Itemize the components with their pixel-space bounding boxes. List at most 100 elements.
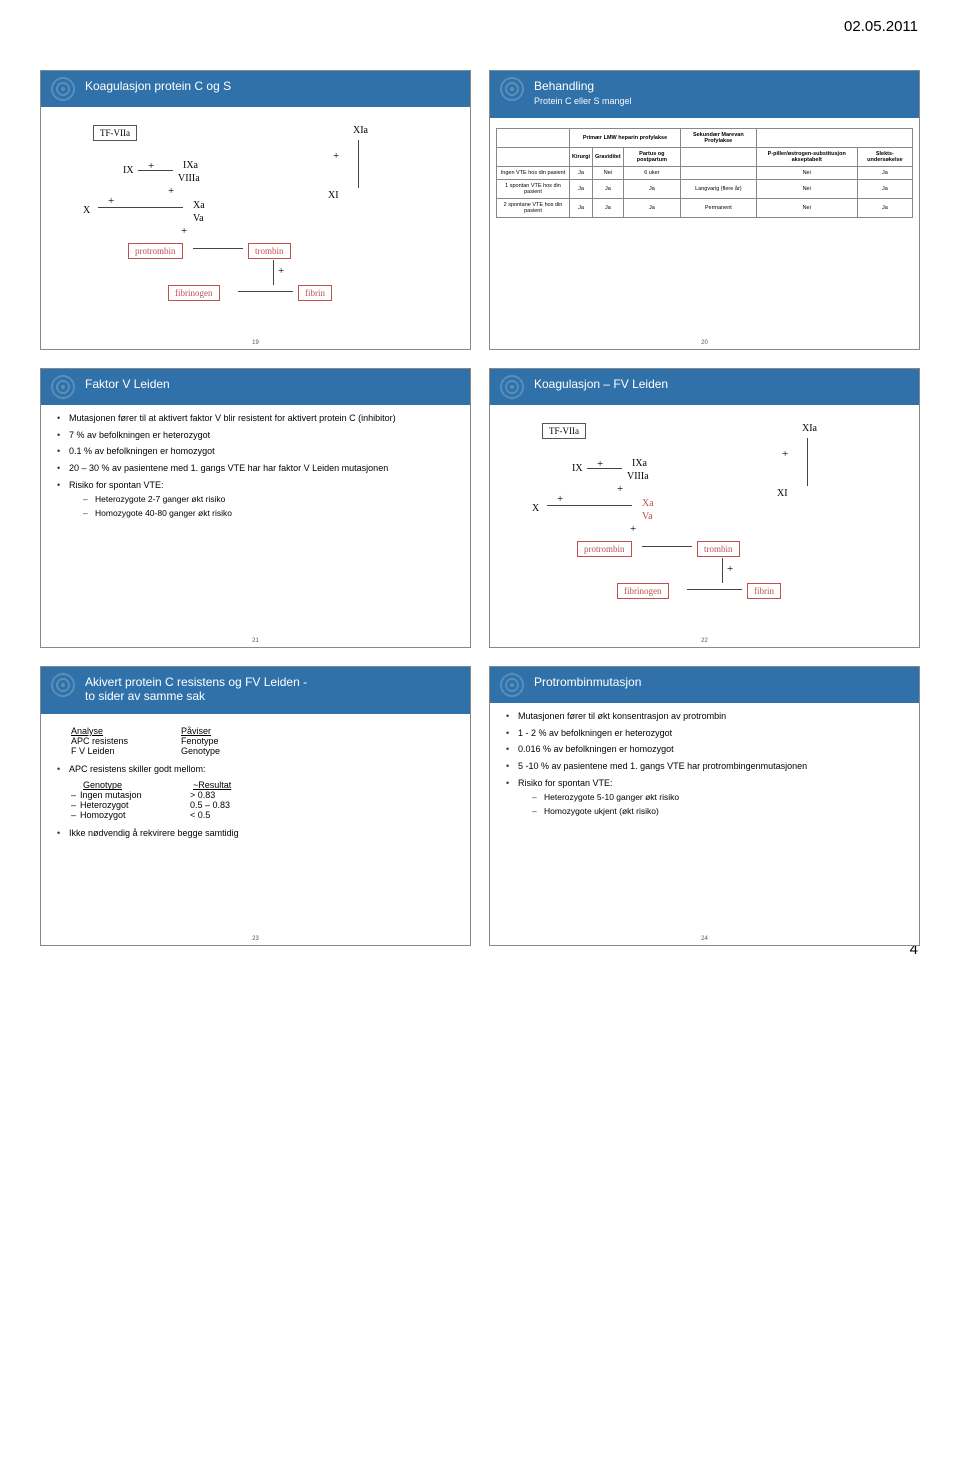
bullet: Mutasjonen fører til økt konsentrasjon a… bbox=[506, 711, 907, 723]
date-header: 02.05.2011 bbox=[844, 18, 918, 35]
lbl-va: Va bbox=[193, 213, 204, 224]
subtitle-text: to sider av samme sak bbox=[85, 689, 205, 703]
slide-title: Koagulasjon – FV Leiden bbox=[490, 369, 919, 405]
title-text: Akivert protein C resistens og FV Leiden… bbox=[85, 675, 307, 689]
sub-bullet: Heterozygote 5-10 ganger økt risiko bbox=[532, 792, 907, 803]
lbl-xa: Xa bbox=[193, 200, 205, 211]
lbl-xi: XI bbox=[328, 190, 339, 201]
th: Påviser bbox=[181, 726, 211, 736]
slide-title: Protrombinmutasjon bbox=[490, 667, 919, 703]
col: Kirurgi bbox=[569, 147, 592, 166]
bullet: 20 – 30 % av pasientene med 1. gangs VTE… bbox=[57, 463, 458, 475]
cell: Ja bbox=[593, 179, 624, 198]
plus-icon: + bbox=[181, 225, 187, 237]
col: P-piller/østrogen-substitusjon akseptabe… bbox=[756, 147, 857, 166]
slide-number: 20 bbox=[701, 340, 708, 346]
treatment-table: Primær LMW heparin profylakse Sekundær M… bbox=[496, 128, 913, 218]
td: < 0.5 bbox=[190, 810, 210, 820]
plus-icon: + bbox=[782, 448, 788, 460]
cell: Langvarig (flere år) bbox=[681, 179, 757, 198]
lbl-viiia: VIIIa bbox=[178, 173, 200, 184]
slide-number: 21 bbox=[252, 638, 259, 644]
colgroup: Primær LMW heparin profylakse bbox=[569, 128, 680, 147]
td: > 0.83 bbox=[190, 790, 215, 800]
box-protrombin: protrombin bbox=[577, 541, 632, 557]
slide-22: Koagulasjon – FV Leiden TF-VIIa IX + IXa… bbox=[489, 368, 920, 648]
td: Ingen mutasjon bbox=[80, 790, 190, 800]
lbl-ix: IX bbox=[572, 463, 583, 474]
box-trombin: trombin bbox=[697, 541, 740, 557]
slide-21: Faktor V Leiden Mutasjonen fører til at … bbox=[40, 368, 471, 648]
cell: Nei bbox=[756, 198, 857, 217]
lbl-xia: XIa bbox=[802, 423, 817, 434]
bullet: Risiko for spontan VTE: bbox=[518, 778, 613, 788]
slide-title: Akivert protein C resistens og FV Leiden… bbox=[41, 667, 470, 714]
cell: 6 uker bbox=[623, 166, 680, 179]
plus-icon: + bbox=[617, 483, 623, 495]
analysis-table: AnalysePåviser APC resistensFenotype F V… bbox=[71, 726, 458, 756]
cell: Ja bbox=[857, 179, 912, 198]
subtitle-text: Protein C eller S mangel bbox=[534, 96, 632, 106]
cell: Nei bbox=[593, 166, 624, 179]
cell: Ingen VTE hos din pasient bbox=[497, 166, 570, 179]
lbl-ix: IX bbox=[123, 165, 134, 176]
col: Partus og postpartum bbox=[623, 147, 680, 166]
box-fibrin: fibrin bbox=[747, 583, 781, 599]
slide-24: Protrombinmutasjon Mutasjonen fører til … bbox=[489, 666, 920, 946]
slide-grid: Koagulasjon protein C og S TF-VIIa IX + … bbox=[40, 70, 920, 946]
box-tf-viia: TF-VIIa bbox=[93, 125, 137, 141]
cell: Ja bbox=[857, 166, 912, 179]
td: APC resistens bbox=[71, 736, 181, 746]
slide-23: Akivert protein C resistens og FV Leiden… bbox=[40, 666, 471, 946]
cell: 2 spontane VTE hos din pasient bbox=[497, 198, 570, 217]
cell: Ja bbox=[593, 198, 624, 217]
cell bbox=[681, 166, 757, 179]
box-fibrin: fibrin bbox=[298, 285, 332, 301]
title-text: Behandling bbox=[534, 79, 594, 93]
slide-title: Faktor V Leiden bbox=[41, 369, 470, 405]
slide-19: Koagulasjon protein C og S TF-VIIa IX + … bbox=[40, 70, 471, 350]
plus-icon: + bbox=[630, 523, 636, 535]
lbl-xa: Xa bbox=[642, 498, 654, 509]
slide-number: 19 bbox=[252, 340, 259, 346]
cell: Ja bbox=[623, 198, 680, 217]
td: Heterozygot bbox=[80, 800, 190, 810]
bullet: Mutasjonen fører til at aktivert faktor … bbox=[57, 413, 458, 425]
cell: Nei bbox=[756, 166, 857, 179]
lbl-viiia: VIIIa bbox=[627, 471, 649, 482]
bullet: 7 % av befolkningen er heterozygot bbox=[57, 430, 458, 442]
td: 0.5 – 0.83 bbox=[190, 800, 230, 810]
slide-title: Behandling Protein C eller S mangel bbox=[490, 71, 919, 118]
coagulation-diagram: TF-VIIa IX + IXa VIIIa + X + Xa Va + XIa… bbox=[502, 413, 907, 639]
td: Fenotype bbox=[181, 736, 219, 746]
bullet: Risiko for spontan VTE: bbox=[69, 480, 164, 490]
slide-title: Koagulasjon protein C og S bbox=[41, 71, 470, 107]
td: Genotype bbox=[181, 746, 220, 756]
box-fibrinogen: fibrinogen bbox=[617, 583, 669, 599]
bullet-list: Mutasjonen fører til økt konsentrasjon a… bbox=[502, 711, 907, 818]
plus-icon: + bbox=[278, 265, 284, 277]
td: F V Leiden bbox=[71, 746, 181, 756]
bullet: 1 - 2 % av befolkningen er heterozygot bbox=[506, 728, 907, 740]
box-fibrinogen: fibrinogen bbox=[168, 285, 220, 301]
col: Graviditet bbox=[593, 147, 624, 166]
plus-icon: + bbox=[108, 195, 114, 207]
lbl-xi: XI bbox=[777, 488, 788, 499]
sub-bullet: Homozygote ukjent (økt risiko) bbox=[532, 806, 907, 817]
colgroup: Sekundær Marevan Profylakse bbox=[681, 128, 757, 147]
slide-number: 23 bbox=[252, 936, 259, 942]
lbl-x: X bbox=[83, 205, 90, 216]
box-trombin: trombin bbox=[248, 243, 291, 259]
col: Slekts-undersøkelse bbox=[857, 147, 912, 166]
slide-number: 24 bbox=[701, 936, 708, 942]
cell: 1 spontan VTE hos din pasient bbox=[497, 179, 570, 198]
cell: Ja bbox=[569, 198, 592, 217]
th: Analyse bbox=[71, 726, 181, 736]
cell: Ja bbox=[569, 166, 592, 179]
lbl-x: X bbox=[532, 503, 539, 514]
cell: Nei bbox=[756, 179, 857, 198]
lbl-xia: XIa bbox=[353, 125, 368, 136]
plus-icon: + bbox=[727, 563, 733, 575]
slide-20: Behandling Protein C eller S mangel Prim… bbox=[489, 70, 920, 350]
lbl-ixa: IXa bbox=[632, 458, 647, 469]
